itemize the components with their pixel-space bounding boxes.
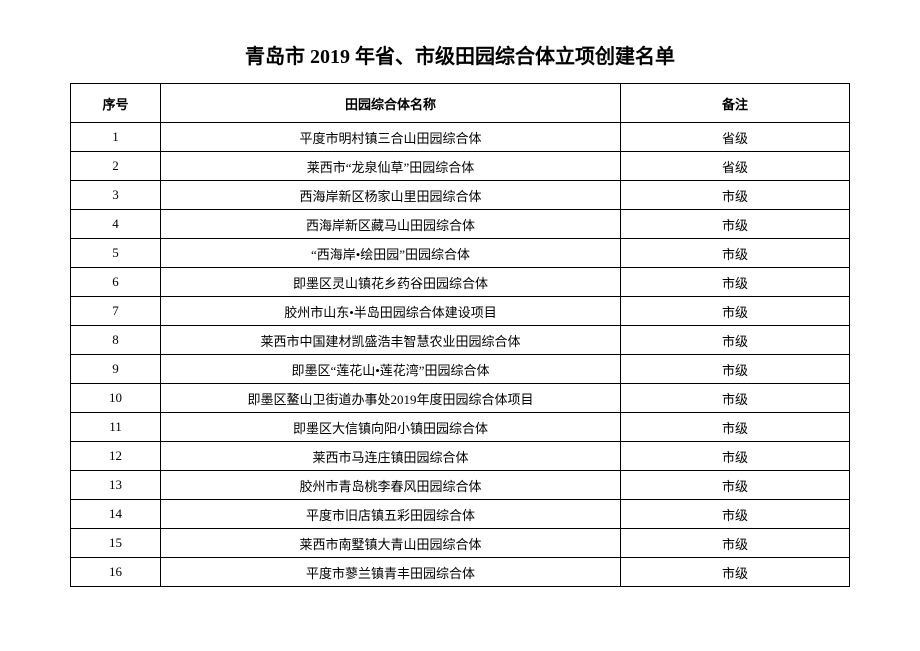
- table-header-row: 序号 田园综合体名称 备注: [71, 84, 850, 123]
- data-table: 序号 田园综合体名称 备注 1平度市明村镇三合山田园综合体省级2莱西市“龙泉仙草…: [70, 83, 850, 587]
- table-row: 9即墨区“莲花山•莲花湾”田园综合体市级: [71, 355, 850, 384]
- col-header-name: 田园综合体名称: [161, 84, 621, 123]
- table-row: 7胶州市山东•半岛田园综合体建设项目市级: [71, 297, 850, 326]
- cell-remark: 省级: [621, 152, 850, 181]
- cell-index: 10: [71, 384, 161, 413]
- cell-index: 12: [71, 442, 161, 471]
- cell-remark: 市级: [621, 210, 850, 239]
- cell-name: 即墨区“莲花山•莲花湾”田园综合体: [161, 355, 621, 384]
- cell-name: 莱西市南墅镇大青山田园综合体: [161, 529, 621, 558]
- table-row: 4西海岸新区藏马山田园综合体市级: [71, 210, 850, 239]
- cell-remark: 市级: [621, 529, 850, 558]
- cell-remark: 市级: [621, 239, 850, 268]
- cell-remark: 市级: [621, 471, 850, 500]
- cell-remark: 市级: [621, 500, 850, 529]
- cell-remark: 省级: [621, 123, 850, 152]
- table-row: 12莱西市马连庄镇田园综合体市级: [71, 442, 850, 471]
- table-row: 14平度市旧店镇五彩田园综合体市级: [71, 500, 850, 529]
- cell-name: 平度市明村镇三合山田园综合体: [161, 123, 621, 152]
- cell-index: 11: [71, 413, 161, 442]
- cell-index: 6: [71, 268, 161, 297]
- cell-remark: 市级: [621, 355, 850, 384]
- table-row: 15莱西市南墅镇大青山田园综合体市级: [71, 529, 850, 558]
- cell-name: 西海岸新区杨家山里田园综合体: [161, 181, 621, 210]
- cell-name: 西海岸新区藏马山田园综合体: [161, 210, 621, 239]
- table-row: 13胶州市青岛桃李春风田园综合体市级: [71, 471, 850, 500]
- table-row: 1平度市明村镇三合山田园综合体省级: [71, 123, 850, 152]
- cell-name: “西海岸•绘田园”田园综合体: [161, 239, 621, 268]
- cell-name: 平度市旧店镇五彩田园综合体: [161, 500, 621, 529]
- cell-index: 15: [71, 529, 161, 558]
- cell-name: 即墨区大信镇向阳小镇田园综合体: [161, 413, 621, 442]
- cell-index: 7: [71, 297, 161, 326]
- table-row: 2莱西市“龙泉仙草”田园综合体省级: [71, 152, 850, 181]
- cell-name: 胶州市青岛桃李春风田园综合体: [161, 471, 621, 500]
- cell-remark: 市级: [621, 384, 850, 413]
- col-header-remark: 备注: [621, 84, 850, 123]
- cell-remark: 市级: [621, 326, 850, 355]
- col-header-index: 序号: [71, 84, 161, 123]
- cell-name: 即墨区鳌山卫街道办事处2019年度田园综合体项目: [161, 384, 621, 413]
- cell-name: 即墨区灵山镇花乡药谷田园综合体: [161, 268, 621, 297]
- cell-remark: 市级: [621, 181, 850, 210]
- cell-index: 13: [71, 471, 161, 500]
- page-title: 青岛市 2019 年省、市级田园综合体立项创建名单: [70, 40, 850, 69]
- table-row: 5“西海岸•绘田园”田园综合体市级: [71, 239, 850, 268]
- cell-remark: 市级: [621, 268, 850, 297]
- cell-index: 3: [71, 181, 161, 210]
- cell-index: 1: [71, 123, 161, 152]
- cell-name: 莱西市马连庄镇田园综合体: [161, 442, 621, 471]
- table-row: 6即墨区灵山镇花乡药谷田园综合体市级: [71, 268, 850, 297]
- cell-index: 14: [71, 500, 161, 529]
- table-row: 10即墨区鳌山卫街道办事处2019年度田园综合体项目市级: [71, 384, 850, 413]
- table-row: 8莱西市中国建材凯盛浩丰智慧农业田园综合体市级: [71, 326, 850, 355]
- cell-remark: 市级: [621, 558, 850, 587]
- table-row: 3西海岸新区杨家山里田园综合体市级: [71, 181, 850, 210]
- cell-index: 2: [71, 152, 161, 181]
- cell-name: 平度市蓼兰镇青丰田园综合体: [161, 558, 621, 587]
- table-row: 16平度市蓼兰镇青丰田园综合体市级: [71, 558, 850, 587]
- cell-index: 9: [71, 355, 161, 384]
- cell-index: 4: [71, 210, 161, 239]
- cell-remark: 市级: [621, 442, 850, 471]
- cell-remark: 市级: [621, 297, 850, 326]
- cell-name: 莱西市中国建材凯盛浩丰智慧农业田园综合体: [161, 326, 621, 355]
- table-row: 11即墨区大信镇向阳小镇田园综合体市级: [71, 413, 850, 442]
- cell-index: 16: [71, 558, 161, 587]
- cell-name: 莱西市“龙泉仙草”田园综合体: [161, 152, 621, 181]
- cell-index: 5: [71, 239, 161, 268]
- cell-name: 胶州市山东•半岛田园综合体建设项目: [161, 297, 621, 326]
- cell-index: 8: [71, 326, 161, 355]
- cell-remark: 市级: [621, 413, 850, 442]
